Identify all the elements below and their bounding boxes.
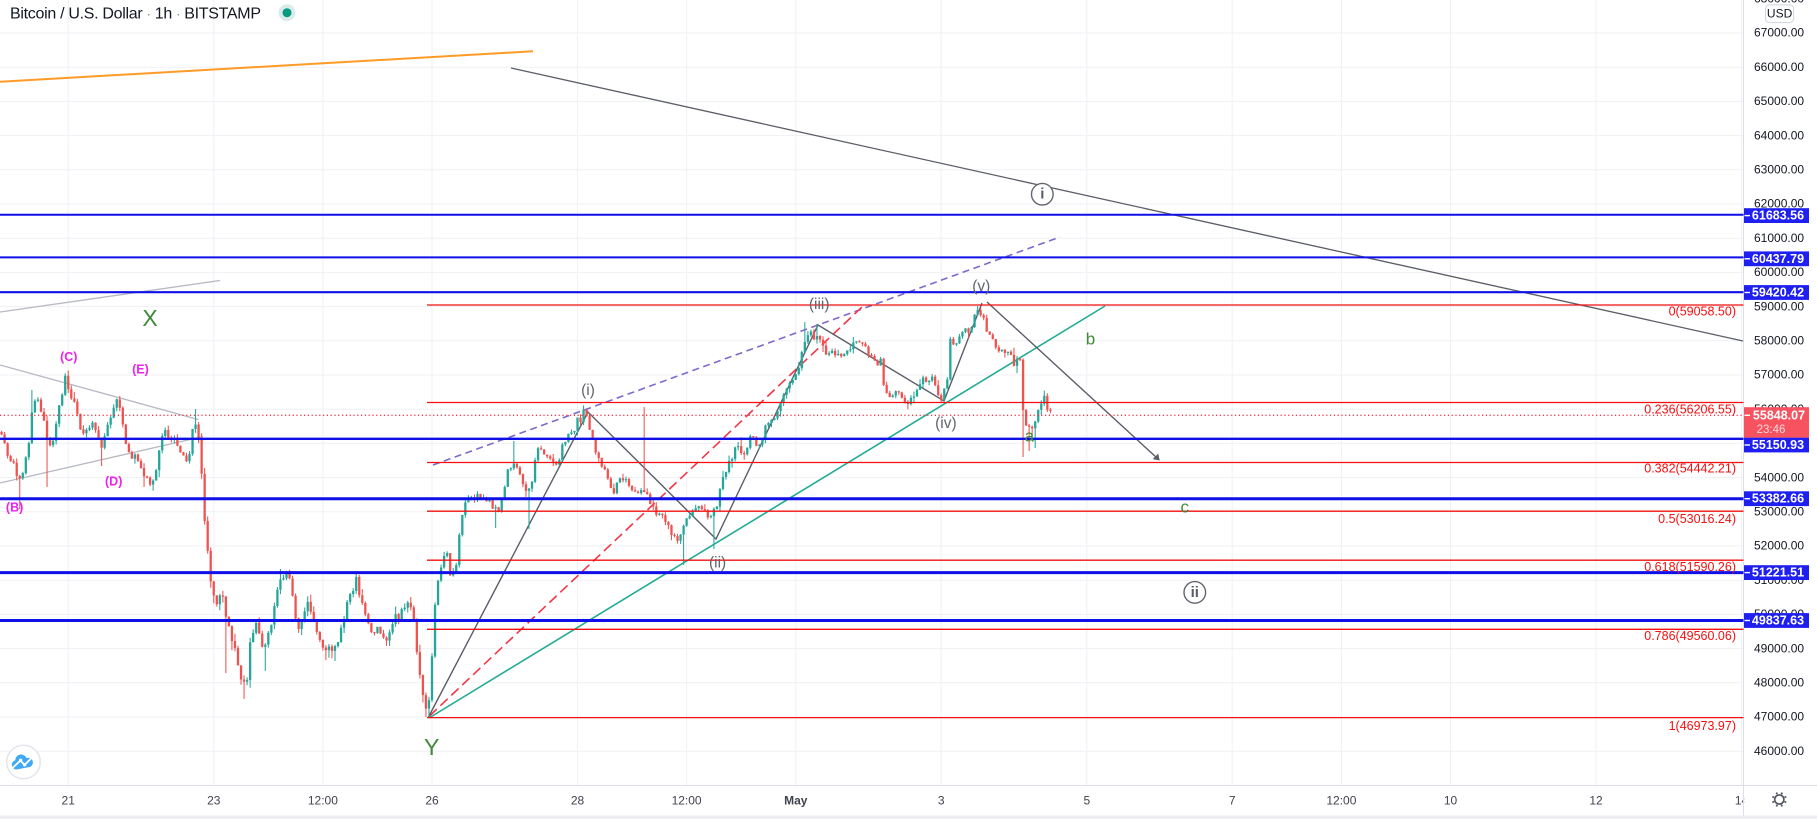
svg-text:i: i <box>1040 186 1044 203</box>
svg-text:66000.00: 66000.00 <box>1754 60 1804 74</box>
svg-text:64000.00: 64000.00 <box>1754 128 1804 142</box>
svg-text:55150.93: 55150.93 <box>1752 438 1804 452</box>
svg-text:(iii): (iii) <box>809 296 830 313</box>
svg-text:12:00: 12:00 <box>1326 794 1356 808</box>
svg-text:26: 26 <box>425 794 439 808</box>
svg-text:53000.00: 53000.00 <box>1754 504 1804 518</box>
svg-text:60437.79: 60437.79 <box>1752 252 1804 266</box>
svg-text:23:46: 23:46 <box>1757 424 1786 436</box>
svg-text:10: 10 <box>1444 794 1458 808</box>
svg-text:(i): (i) <box>581 382 595 399</box>
svg-text:(B): (B) <box>6 500 23 514</box>
svg-text:12:00: 12:00 <box>308 794 338 808</box>
svg-text:USD: USD <box>1767 7 1793 21</box>
svg-text:(E): (E) <box>132 362 149 376</box>
svg-text:51221.51: 51221.51 <box>1752 566 1804 580</box>
svg-text:21: 21 <box>62 794 76 808</box>
svg-text:(v): (v) <box>972 278 990 295</box>
svg-text:60000.00: 60000.00 <box>1754 265 1804 279</box>
svg-text:(C): (C) <box>60 350 77 364</box>
svg-text:(iv): (iv) <box>935 415 957 432</box>
svg-text:7: 7 <box>1229 794 1236 808</box>
svg-text:X: X <box>142 305 157 331</box>
svg-text:57000.00: 57000.00 <box>1754 368 1804 382</box>
svg-text:63000.00: 63000.00 <box>1754 162 1804 176</box>
svg-text:0.382(54442.21): 0.382(54442.21) <box>1644 462 1736 476</box>
svg-text:Y: Y <box>424 734 439 760</box>
svg-text:58000.00: 58000.00 <box>1754 333 1804 347</box>
svg-text:54000.00: 54000.00 <box>1754 470 1804 484</box>
svg-text:0.5(53016.24): 0.5(53016.24) <box>1658 512 1736 526</box>
svg-text:1(46973.97): 1(46973.97) <box>1669 719 1736 733</box>
svg-text:b: b <box>1086 329 1095 348</box>
svg-text:(D): (D) <box>105 474 122 488</box>
svg-text:a: a <box>1025 426 1035 445</box>
svg-text:0.618(51590.26): 0.618(51590.26) <box>1644 560 1736 574</box>
svg-text:59000.00: 59000.00 <box>1754 299 1804 313</box>
svg-text:53382.66: 53382.66 <box>1752 492 1804 506</box>
svg-text:61000.00: 61000.00 <box>1754 231 1804 245</box>
svg-text:0(59058.50): 0(59058.50) <box>1669 305 1736 319</box>
svg-text:12: 12 <box>1589 794 1603 808</box>
svg-text:61683.56: 61683.56 <box>1752 209 1804 223</box>
svg-text:49837.63: 49837.63 <box>1752 613 1804 627</box>
svg-text:3: 3 <box>938 794 945 808</box>
svg-text:47000.00: 47000.00 <box>1754 710 1804 724</box>
svg-text:Bitcoin / U.S. Dollar · 1h · B: Bitcoin / U.S. Dollar · 1h · BITSTAMP <box>10 6 261 23</box>
svg-text:46000.00: 46000.00 <box>1754 744 1804 758</box>
svg-text:68000.00: 68000.00 <box>1754 0 1804 5</box>
svg-text:49000.00: 49000.00 <box>1754 641 1804 655</box>
svg-text:ii: ii <box>1191 584 1199 601</box>
svg-text:65000.00: 65000.00 <box>1754 94 1804 108</box>
svg-text:55848.07: 55848.07 <box>1753 408 1805 422</box>
svg-text:59420.42: 59420.42 <box>1752 285 1804 299</box>
svg-text:28: 28 <box>571 794 585 808</box>
svg-text:62000.00: 62000.00 <box>1754 197 1804 211</box>
svg-text:12:00: 12:00 <box>672 794 702 808</box>
svg-text:0.236(56206.55): 0.236(56206.55) <box>1644 403 1736 417</box>
svg-text:(ii): (ii) <box>709 555 726 572</box>
svg-text:23: 23 <box>207 794 221 808</box>
svg-text:5: 5 <box>1083 794 1090 808</box>
svg-text:52000.00: 52000.00 <box>1754 539 1804 553</box>
svg-text:c: c <box>1181 497 1190 516</box>
svg-text:67000.00: 67000.00 <box>1754 26 1804 40</box>
svg-text:May: May <box>784 794 808 808</box>
svg-text:0.786(49560.06): 0.786(49560.06) <box>1644 629 1736 643</box>
svg-text:48000.00: 48000.00 <box>1754 675 1804 689</box>
